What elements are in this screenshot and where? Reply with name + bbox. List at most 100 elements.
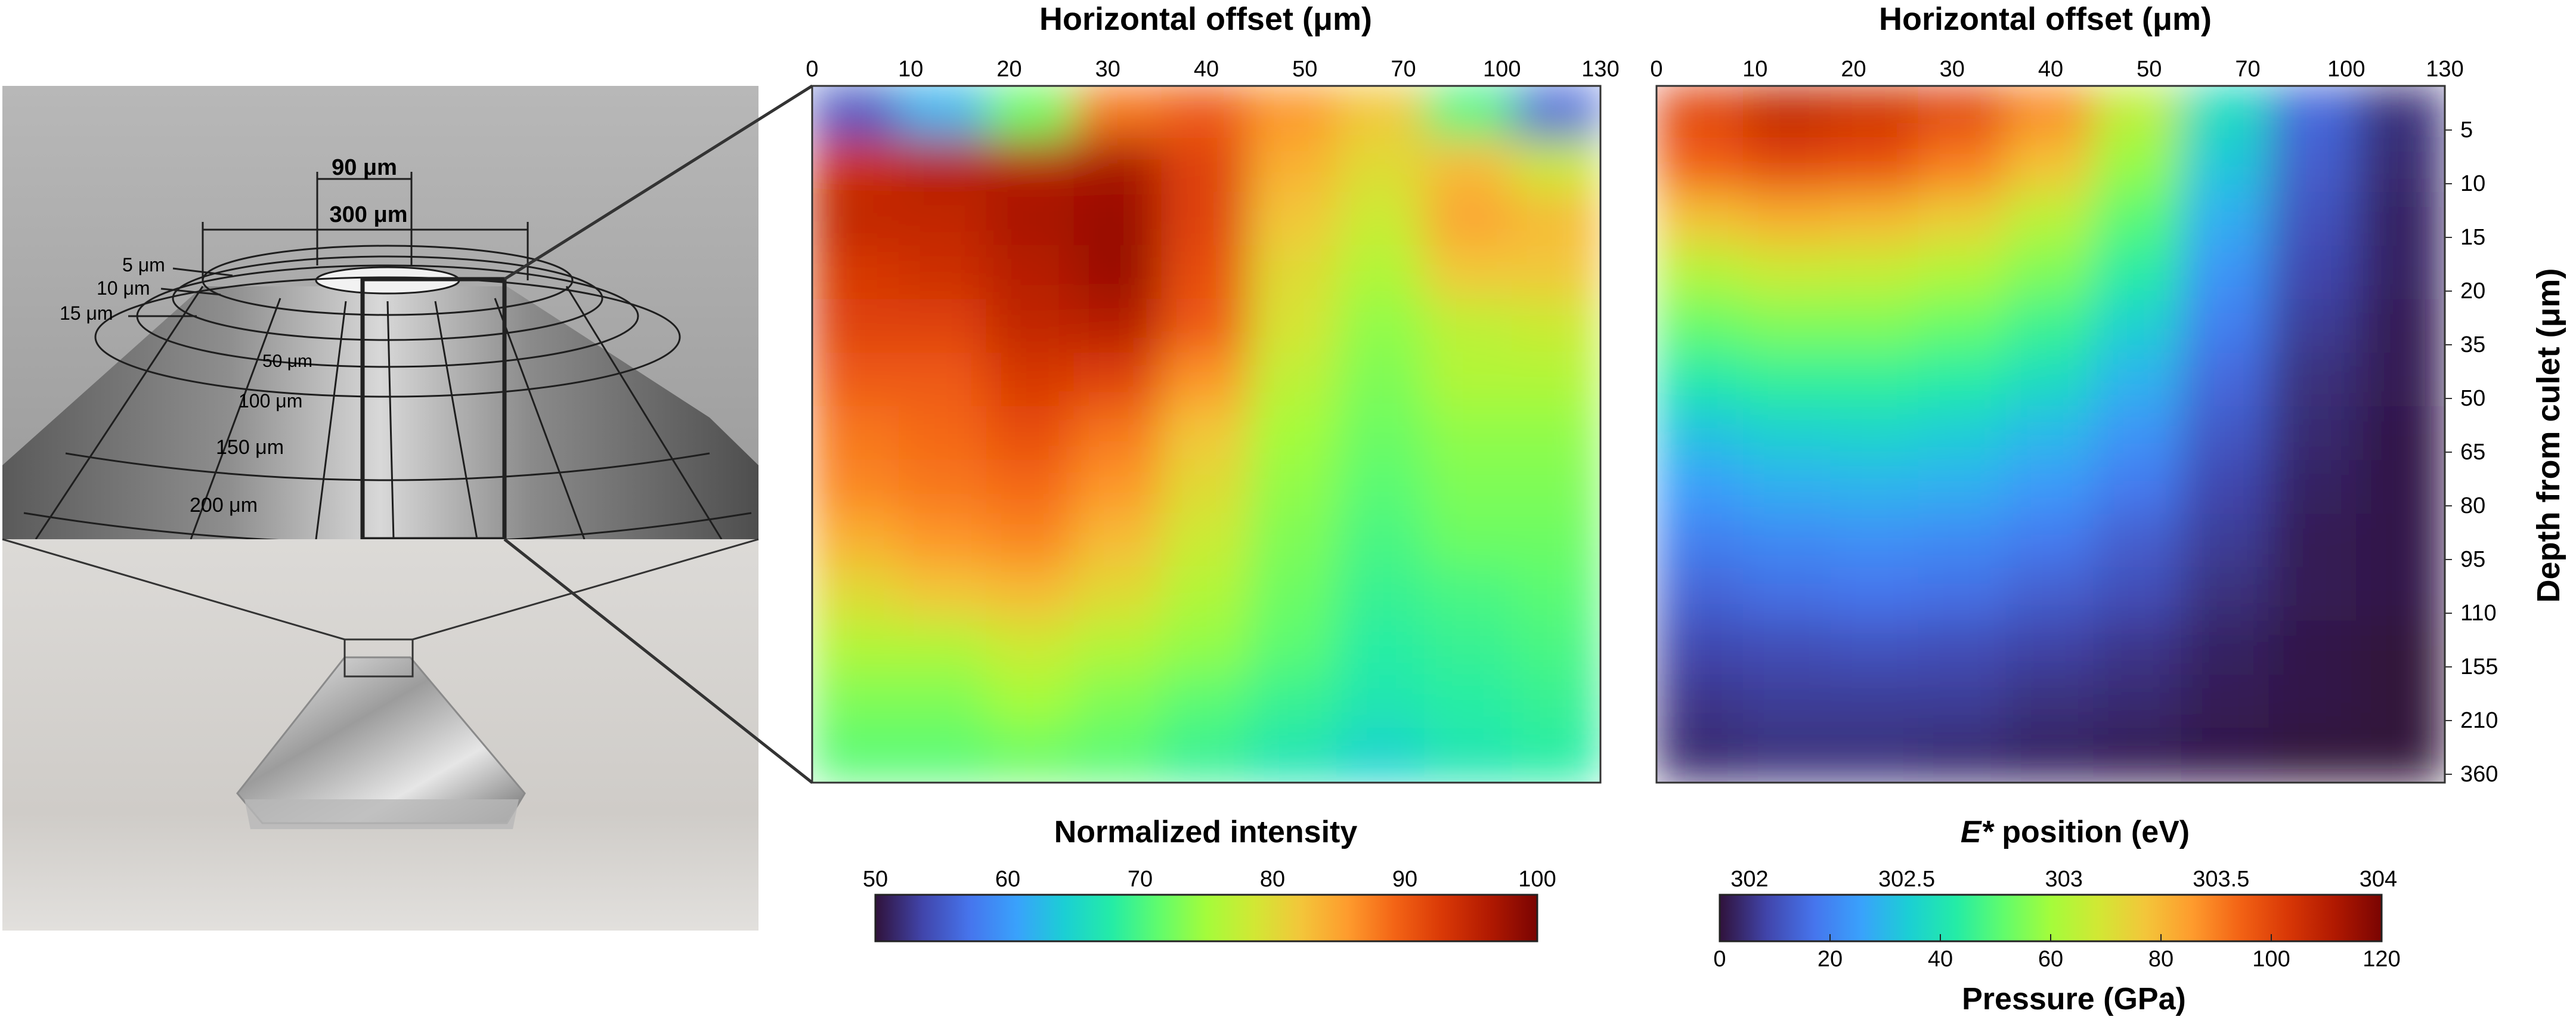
pressure-cell <box>1742 513 1833 570</box>
pressure-cell <box>1830 513 1921 570</box>
pressure-cell <box>2181 138 2271 194</box>
pressure-cell <box>1918 245 2008 302</box>
pressure-colorbar-tick: 80 <box>2148 947 2174 972</box>
pressure-cell <box>1657 620 1745 677</box>
pressure-cell <box>2005 191 2096 248</box>
pressure-cell <box>2181 620 2271 677</box>
depth-tick: 65 <box>2460 440 2485 465</box>
intensity-cell <box>1424 245 1515 302</box>
pressure-cell <box>2268 674 2359 731</box>
pressure-cell <box>2356 138 2445 194</box>
intensity-cell <box>1336 567 1427 623</box>
pressure-cell <box>1742 459 1833 516</box>
intensity-cell <box>1161 138 1252 194</box>
intensity-cell <box>1512 406 1600 462</box>
estar-colorbar-title: E* position (eV) <box>1961 815 2190 849</box>
pressure-cell <box>1830 138 1921 194</box>
pressure-colorbar-label: Pressure (GPa) <box>1962 982 2186 1016</box>
intensity-cell <box>986 138 1076 194</box>
pressure-cell <box>2268 299 2359 356</box>
intensity-cell <box>812 86 901 141</box>
intensity-cell <box>1161 406 1252 462</box>
intensity-cell <box>1336 620 1427 677</box>
left-x-tick: 70 <box>1391 57 1416 82</box>
intensity-cell <box>1424 353 1515 409</box>
zoom-line-right <box>412 538 759 641</box>
intensity-cell <box>1073 86 1164 141</box>
pressure-heatmap-panel: Horizontal offset (μm) 0 10 20 30 40 50 70 100 1… <box>1650 1 2566 1016</box>
pressure-cell <box>1657 674 1745 731</box>
depth-tick-labels: 5 10 15 20 35 50 65 80 95 110 155 210 360 <box>2445 118 2498 787</box>
pressure-cell <box>2093 353 2184 409</box>
pressure-cell <box>1918 459 2008 516</box>
intensity-cell <box>1161 459 1252 516</box>
pressure-cell <box>1657 86 1745 141</box>
pressure-cell <box>2181 674 2271 731</box>
pressure-cell <box>1742 406 1833 462</box>
right-x-tick: 10 <box>1742 57 1767 82</box>
intensity-cell <box>1336 674 1427 731</box>
intensity-cell <box>812 245 901 302</box>
intensity-cell <box>1512 620 1600 677</box>
pressure-cell <box>2356 513 2445 570</box>
pressure-cell <box>2005 245 2096 302</box>
pressure-cell <box>1830 353 1921 409</box>
intensity-cell <box>1424 674 1515 731</box>
culet-locator-box <box>343 638 414 678</box>
intensity-cell <box>812 353 901 409</box>
pressure-cell <box>2356 459 2445 516</box>
right-x-tick-labels: 0 10 20 30 40 50 70 100 130 <box>1650 57 2463 82</box>
intensity-cell <box>1512 191 1600 248</box>
intensity-cell <box>1073 245 1164 302</box>
right-x-tick: 130 <box>2426 57 2463 82</box>
pressure-cell <box>1830 459 1921 516</box>
pressure-cell <box>1830 620 1921 677</box>
pressure-cell <box>1657 406 1745 462</box>
pressure-cell <box>2356 245 2445 302</box>
pressure-cell <box>1742 674 1833 731</box>
intensity-cell <box>1424 138 1515 194</box>
intensity-cell <box>1336 299 1427 356</box>
pressure-cell <box>2005 459 2096 516</box>
dimension-lines <box>128 172 529 317</box>
pressure-cell <box>1742 86 1833 141</box>
intensity-cell <box>1249 191 1339 248</box>
right-x-tick: 20 <box>1841 57 1866 82</box>
left-x-tick: 30 <box>1095 57 1120 82</box>
intensity-colorbar-tick: 100 <box>1518 867 1556 892</box>
pressure-cell <box>2356 728 2445 783</box>
pressure-cell <box>1918 567 2008 623</box>
pressure-cell <box>2181 299 2271 356</box>
intensity-cell <box>986 299 1076 356</box>
right-x-tick: 100 <box>2327 57 2365 82</box>
intensity-cell <box>986 245 1076 302</box>
intensity-cell <box>1073 620 1164 677</box>
intensity-cell <box>1512 353 1600 409</box>
intensity-cell <box>1161 620 1252 677</box>
anvil-cone <box>2 286 758 539</box>
depth-ring-label-10: 10 μm <box>97 277 150 299</box>
pressure-cell <box>1918 299 2008 356</box>
right-x-tick: 30 <box>1940 57 1965 82</box>
intensity-cell <box>898 674 989 731</box>
pressure-cell <box>2181 353 2271 409</box>
intensity-cell <box>1424 567 1515 623</box>
intensity-colorbar <box>874 894 1538 942</box>
intensity-cell <box>986 674 1076 731</box>
intensity-cell <box>1161 674 1252 731</box>
pressure-cell <box>1830 728 1921 783</box>
table-diameter-label: 300 μm <box>330 202 408 227</box>
culet-diameter-label: 90 μm <box>332 155 397 180</box>
intensity-cell <box>1512 245 1600 302</box>
left-x-tick: 10 <box>898 57 923 82</box>
pressure-cell <box>2268 138 2359 194</box>
intensity-cell <box>1073 567 1164 623</box>
pressure-cell <box>2356 620 2445 677</box>
pressure-cell <box>2268 245 2359 302</box>
pressure-cell <box>2268 191 2359 248</box>
intensity-cell <box>1336 245 1427 302</box>
pressure-cell <box>1657 567 1745 623</box>
left-x-tick: 50 <box>1292 57 1317 82</box>
pressure-cell <box>2268 620 2359 677</box>
